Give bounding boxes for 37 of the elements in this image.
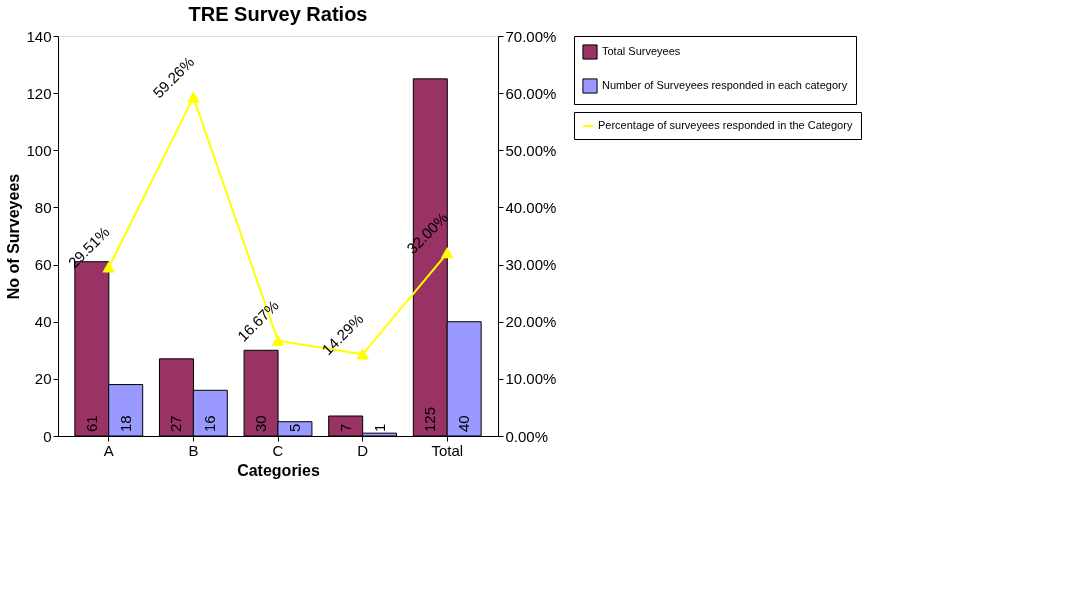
data-label: 1 [370,423,388,432]
data-label: 40 [455,415,473,432]
legend-label: Total Surveyees [602,45,681,57]
y2-tick-label: 40.00% [505,198,557,216]
y-tick-label: 80 [34,198,52,216]
data-label: 18 [116,415,134,432]
data-label: 27 [167,415,185,432]
x-tick-label: D [357,441,369,459]
x-axis-title: Categories [237,461,320,479]
y2-tick-label: 50.00% [505,141,557,159]
y-tick-label: 100 [26,141,52,159]
y2-tick-label: 10.00% [505,370,557,388]
y2-tick-label: 30.00% [505,256,557,274]
legend-label: Percentage of surveyees responded in the Category [598,119,853,131]
data-label: 16 [201,415,219,432]
y-tick-label: 0 [43,427,52,445]
y-tick-label: 140 [26,27,52,45]
data-label: 61 [82,415,100,432]
y-tick-label: 20 [34,370,52,388]
y2-tick-label: 0.00% [505,427,549,445]
y-axis-title: No of Surveyees [5,173,23,300]
data-label: 5 [285,423,303,432]
data-label: 125 [421,406,439,432]
legend-label: Number of Surveyees responded in each category [602,79,848,91]
y-tick-label: 120 [26,84,52,102]
y2-tick-label: 20.00% [505,313,557,331]
data-label: 30 [252,415,270,432]
x-tick-label: C [272,441,284,459]
data-label: 7 [336,423,354,432]
y-tick-label: 60 [34,256,52,274]
y2-tick-label: 70.00% [505,27,557,45]
y2-tick-label: 60.00% [505,84,557,102]
x-tick-label: B [188,441,199,459]
chart-title: TRE Survey Ratios [188,3,368,25]
y-tick-label: 40 [34,313,52,331]
x-tick-label: Total [431,441,464,459]
x-tick-label: A [103,441,114,459]
